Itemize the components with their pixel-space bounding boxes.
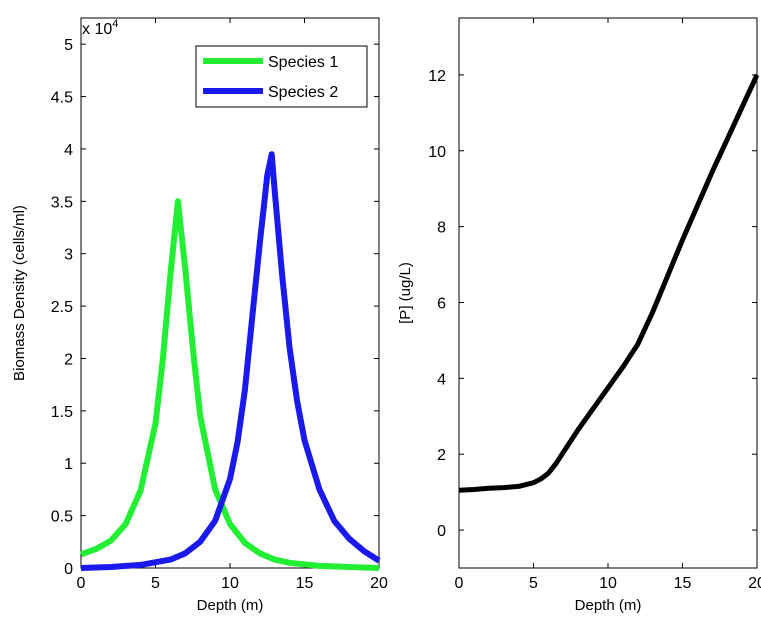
y-tick-label: 1.5 — [51, 404, 73, 421]
y-tick-label: 4 — [437, 371, 446, 388]
y-tick-label: 5 — [64, 37, 73, 54]
y-tick-label: 4.5 — [51, 90, 73, 107]
series-line-1 — [79, 198, 380, 571]
biomass-exponent-power: 4 — [112, 18, 118, 30]
biomass-series — [79, 151, 381, 571]
y-tick-label: 2 — [64, 351, 73, 368]
x-tick-label: 20 — [748, 575, 761, 592]
x-tick-label: 0 — [455, 575, 464, 592]
series-line-1 — [458, 73, 760, 493]
y-tick-label: 10 — [428, 144, 446, 161]
phosphorus-panel: 0 5 10 15 20 0 2 4 6 8 10 12 Depth (m) [P] (ug/L) — [397, 17, 761, 614]
y-tick-label: 3.5 — [51, 194, 73, 211]
x-tick-label: 15 — [674, 575, 692, 592]
phosphorus-x-axis-label: Depth (m) — [575, 597, 642, 614]
legend-label-species-1: Species 1 — [268, 54, 338, 71]
legend-label-species-2: Species 2 — [268, 84, 338, 101]
biomass-ticks: 0 5 10 15 20 0 0.5 1 1.5 2 2.5 3 3.5 4 4.5 5 — [51, 18, 388, 592]
biomass-x-axis-label: Depth (m) — [197, 597, 264, 614]
x-tick-label: 10 — [221, 575, 239, 592]
y-tick-label: 0 — [64, 561, 73, 578]
y-tick-label: 12 — [428, 68, 446, 85]
y-tick-label: 2.5 — [51, 299, 73, 316]
phosphorus-series — [458, 73, 760, 493]
phosphorus-y-axis-label: [P] (ug/L) — [397, 262, 414, 324]
y-tick-label: 3 — [64, 247, 73, 264]
x-tick-label: 20 — [370, 575, 388, 592]
x-tick-label: 10 — [599, 575, 617, 592]
y-tick-label: 2 — [437, 447, 446, 464]
x-tick-label: 5 — [151, 575, 160, 592]
biomass-exponent-base: x 10 — [82, 21, 112, 38]
phosphorus-ticks: 0 5 10 15 20 0 2 4 6 8 10 12 — [428, 18, 761, 592]
y-tick-label: 1 — [64, 456, 73, 473]
y-tick-label: 4 — [64, 142, 73, 159]
y-tick-label: 8 — [437, 220, 446, 237]
legend-box — [195, 45, 368, 108]
biomass-y-axis-label: Biomass Density (cells/ml) — [11, 205, 28, 381]
x-tick-label: 15 — [296, 575, 314, 592]
series-line-2 — [80, 151, 381, 571]
x-tick-label: 0 — [77, 575, 86, 592]
y-tick-label: 0 — [437, 523, 446, 540]
x-tick-label: 5 — [529, 575, 538, 592]
y-tick-label: 6 — [437, 295, 446, 312]
biomass-exponent-label: x 104 — [82, 18, 118, 38]
biomass-legend: Species 1 Species 2 — [195, 45, 368, 108]
y-tick-label: 0.5 — [51, 509, 73, 526]
